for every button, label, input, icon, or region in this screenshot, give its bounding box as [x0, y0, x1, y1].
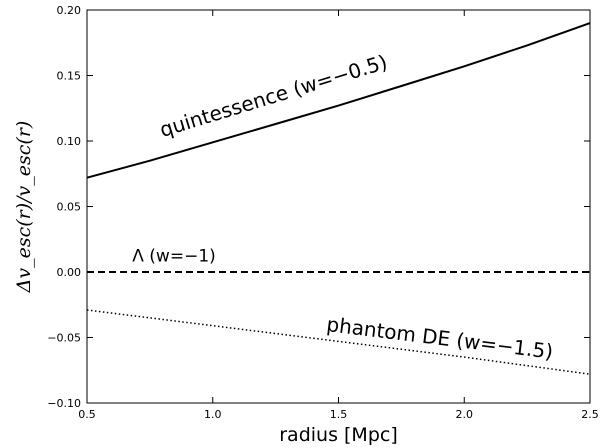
- annotation-phantom: phantom DE (w=−1.5): [325, 312, 554, 364]
- annotation-quintessence: quintessence (w=−0.5): [157, 50, 390, 142]
- solid-line-series: [86, 22, 591, 179]
- x-tick-label: 1.0: [204, 408, 222, 421]
- x-axis-title: radius [Mpc]: [279, 424, 398, 446]
- x-tick-label: 1.5: [330, 408, 348, 421]
- y-tick-label: −0.10: [47, 397, 81, 410]
- y-tick-label: 0.00: [57, 266, 82, 279]
- x-tick-label: 2.0: [456, 408, 474, 421]
- y-tick-label: 0.05: [57, 201, 82, 214]
- y-tick-label: 0.20: [57, 4, 82, 17]
- x-tick-label: 2.5: [581, 408, 599, 421]
- y-tick-label: 0.10: [57, 135, 82, 148]
- y-tick-label: −0.05: [47, 332, 81, 345]
- x-tick-label: 0.5: [78, 408, 96, 421]
- annotation-lambda: Λ (w=−1): [132, 247, 216, 267]
- plot-area-frame: [86, 9, 591, 404]
- y-axis-title: Δv_esc(r)/v_esc(r): [13, 121, 35, 294]
- dotted-line-series: [86, 309, 591, 375]
- y-tick-label: 0.15: [57, 70, 82, 83]
